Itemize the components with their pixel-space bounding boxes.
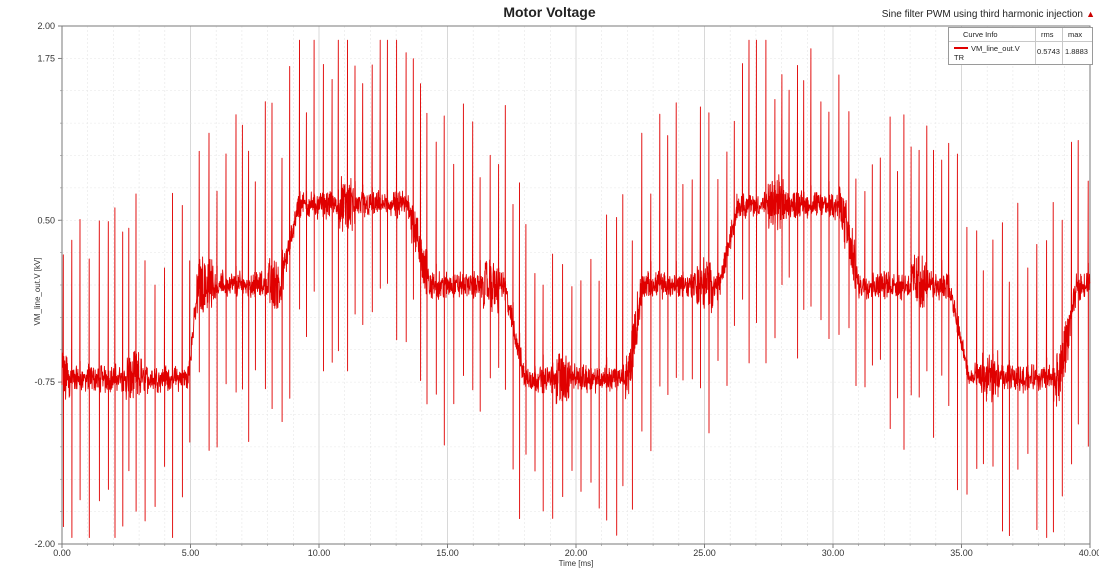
- y-axis-label: VM_line_out.V [kV]: [33, 257, 42, 325]
- x-tick-label: 25.00: [693, 548, 716, 558]
- legend-divider: [1062, 28, 1063, 64]
- chart-subtitle: Sine filter PWM using third harmonic inj…: [881, 9, 1083, 20]
- legend-divider: [1035, 28, 1036, 64]
- legend-series-tag: TR: [954, 53, 964, 62]
- legend-divider: [949, 41, 1092, 42]
- x-tick-label: 40.00: [1079, 548, 1099, 558]
- legend[interactable]: Curve Info rms max VM_line_out.V TR 0.57…: [948, 27, 1093, 65]
- legend-series-swatch: [954, 47, 968, 49]
- series-line[interactable]: [61, 39, 1091, 538]
- y-axis-ticks: 2.00 1.75 0.50 -0.75 -2.00: [34, 21, 62, 549]
- x-tick-label: 10.00: [308, 548, 331, 558]
- x-tick-label: 30.00: [822, 548, 845, 558]
- legend-header-curve-info: Curve Info: [963, 30, 998, 39]
- x-tick-label: 0.00: [53, 548, 71, 558]
- x-axis-ticks: 0.00 5.00 10.00 15.00 20.00 25.00 30.00 35.00 40…: [53, 544, 1099, 558]
- y-tick-label: -0.75: [34, 377, 55, 387]
- x-tick-label: 35.00: [950, 548, 973, 558]
- x-axis-label: Time [ms]: [559, 559, 594, 568]
- y-tick-label: 1.75: [37, 53, 55, 63]
- legend-header-max: max: [1068, 30, 1083, 39]
- legend-rms-value: 0.5743: [1037, 47, 1060, 56]
- chart-title: Motor Voltage: [503, 4, 596, 20]
- x-tick-label: 20.00: [565, 548, 588, 558]
- y-tick-label: 0.50: [37, 215, 55, 225]
- corner-marker-icon: ▲: [1086, 9, 1095, 19]
- y-tick-label: -2.00: [34, 539, 55, 549]
- legend-series-name: VM_line_out.V: [971, 44, 1020, 53]
- legend-max-value: 1.8883: [1065, 47, 1088, 56]
- legend-header-rms: rms: [1041, 30, 1054, 39]
- x-tick-label: 5.00: [182, 548, 200, 558]
- y-tick-label: 2.00: [37, 21, 55, 31]
- x-tick-label: 15.00: [436, 548, 459, 558]
